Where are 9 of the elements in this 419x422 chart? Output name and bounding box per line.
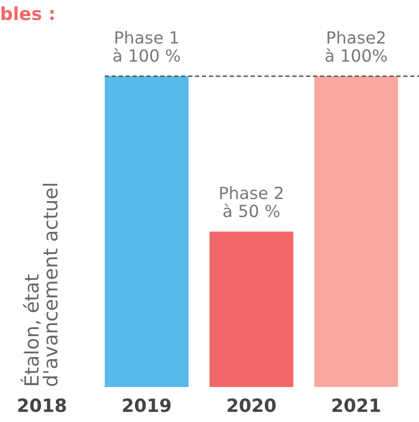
x-tick-label: 2019 [122, 398, 171, 412]
data-label: Phase 2 à 50 % [220, 186, 283, 218]
data-label: Phase 1 à 100 % [113, 30, 180, 62]
data-label: Phase2 à 100% [326, 30, 387, 62]
chart-title: bles : [2, 6, 54, 20]
x-tick-label: 2021 [332, 398, 380, 412]
x-tick-label: 2018 [18, 398, 66, 412]
annotation: Étalon, état d'avancement actuel [20, 184, 58, 386]
x-tick-label: 2020 [228, 398, 276, 412]
